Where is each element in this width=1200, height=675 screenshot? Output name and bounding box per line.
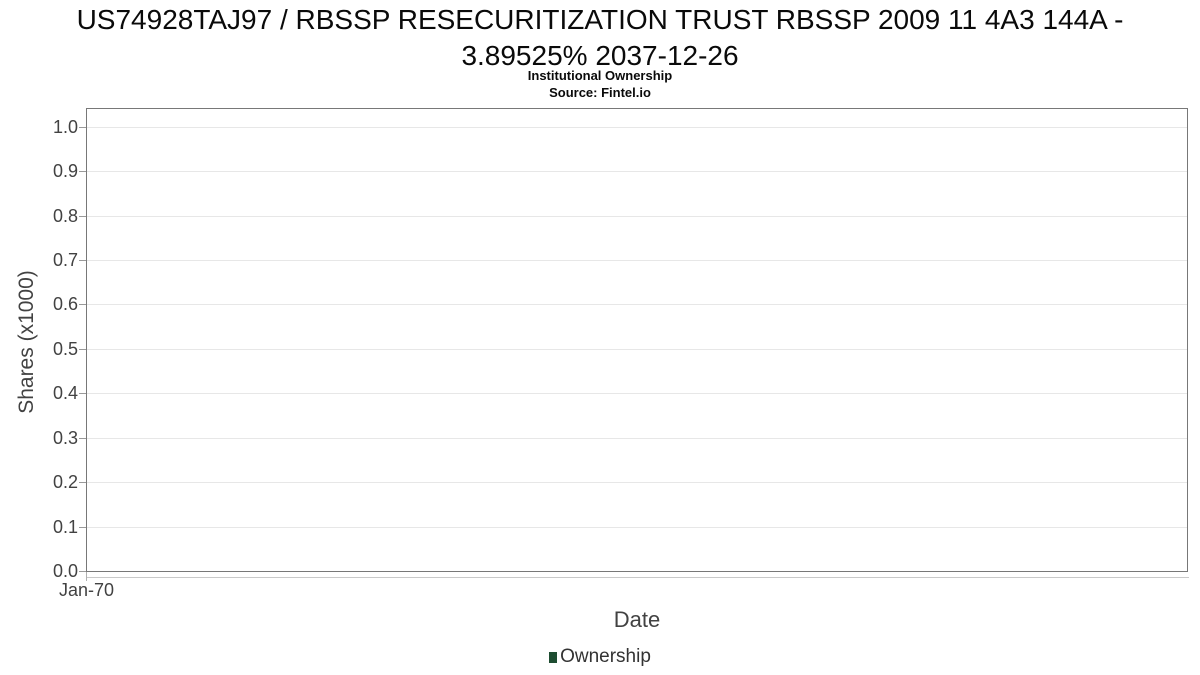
chart-source: Source: Fintel.io bbox=[549, 85, 651, 100]
y-tick-label: 0.7 bbox=[52, 250, 78, 270]
chart-subtitle: Institutional Ownership bbox=[527, 68, 673, 83]
y-tick-label: 0.0 bbox=[52, 561, 78, 581]
gridline bbox=[87, 349, 1187, 350]
plot-area bbox=[86, 108, 1188, 572]
legend: Ownership bbox=[0, 645, 1200, 669]
y-tick-label: 0.2 bbox=[52, 472, 78, 492]
y-tick-label: 1.0 bbox=[52, 117, 78, 137]
y-tick-mark bbox=[79, 171, 86, 172]
legend-marker-ownership bbox=[549, 651, 558, 663]
gridline bbox=[87, 438, 1187, 439]
gridline bbox=[87, 482, 1187, 483]
chart-title-line-1: US74928TAJ97 / RBSSP RESECURITIZATION TR… bbox=[76, 4, 1124, 35]
y-tick-mark bbox=[79, 260, 86, 261]
y-tick-mark bbox=[79, 527, 86, 528]
y-tick-mark bbox=[79, 349, 86, 350]
y-tick-mark bbox=[79, 571, 86, 572]
gridline bbox=[87, 216, 1187, 217]
y-tick-mark bbox=[79, 127, 86, 128]
y-tick-label: 0.6 bbox=[52, 294, 78, 314]
y-tick-label: 0.4 bbox=[52, 383, 78, 403]
x-axis-end-tick bbox=[86, 572, 87, 581]
y-tick-mark bbox=[79, 438, 86, 439]
y-tick-label: 0.8 bbox=[52, 206, 78, 226]
gridline bbox=[87, 393, 1187, 394]
chart-title-line-2: 3.89525% 2037-12-26 bbox=[461, 40, 739, 71]
y-tick-mark bbox=[79, 482, 86, 483]
y-tick-label: 0.1 bbox=[52, 517, 78, 537]
y-tick-label: 0.5 bbox=[52, 339, 78, 359]
x-axis-line bbox=[86, 577, 1189, 578]
y-tick-mark bbox=[79, 216, 86, 217]
chart-title: US74928TAJ97 / RBSSP RESECURITIZATION TR… bbox=[0, 2, 1200, 74]
x-axis-label: Date bbox=[613, 607, 661, 632]
gridline bbox=[87, 527, 1187, 528]
gridline bbox=[87, 127, 1187, 128]
gridline bbox=[87, 260, 1187, 261]
y-tick-label: 0.3 bbox=[52, 428, 78, 448]
y-tick-label: 0.9 bbox=[52, 161, 78, 181]
x-tick-label-jan-70: Jan-70 bbox=[58, 580, 115, 600]
y-tick-mark bbox=[79, 393, 86, 394]
y-tick-mark bbox=[79, 304, 86, 305]
gridline bbox=[87, 171, 1187, 172]
legend-label-ownership: Ownership bbox=[560, 646, 651, 667]
gridline bbox=[87, 304, 1187, 305]
